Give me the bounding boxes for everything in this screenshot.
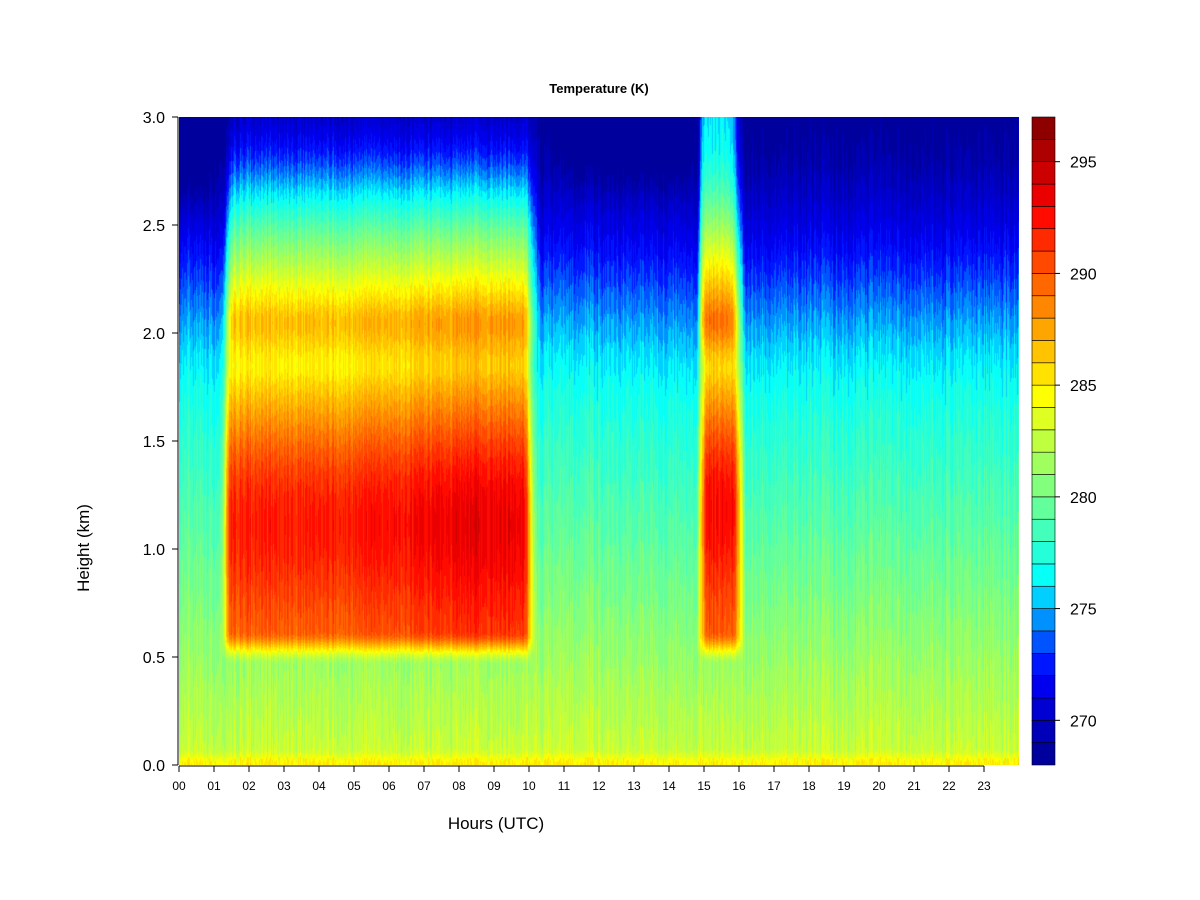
x-tick-label: 05 bbox=[347, 779, 361, 793]
colorbar-level bbox=[1031, 139, 1056, 162]
colorbar-level bbox=[1031, 429, 1056, 453]
colorbar-level bbox=[1031, 116, 1056, 140]
chart-title: Temperature (K) bbox=[549, 81, 648, 96]
y-tick-label: 3.0 bbox=[143, 110, 165, 127]
x-tick-label: 03 bbox=[277, 779, 291, 793]
colorbar-level bbox=[1031, 384, 1056, 408]
x-axis-label: Hours (UTC) bbox=[448, 814, 544, 833]
x-tick-label: 23 bbox=[977, 779, 991, 793]
colorbar-level bbox=[1031, 250, 1056, 274]
x-tick-label: 08 bbox=[452, 779, 466, 793]
colorbar-level bbox=[1031, 317, 1056, 341]
heatmap-image bbox=[179, 117, 1019, 765]
colorbar-level bbox=[1031, 474, 1056, 498]
y-tick-label: 0.0 bbox=[143, 758, 165, 775]
colorbar-level bbox=[1031, 496, 1056, 520]
colorbar-level bbox=[1031, 407, 1056, 431]
colorbar bbox=[1031, 116, 1056, 766]
x-tick-label: 22 bbox=[942, 779, 956, 793]
colorbar-level bbox=[1031, 206, 1056, 230]
colorbar-level bbox=[1031, 541, 1056, 565]
colorbar-tick-label: 280 bbox=[1070, 490, 1097, 507]
y-tick-label: 2.0 bbox=[143, 326, 165, 343]
y-tick-label: 0.5 bbox=[143, 650, 165, 667]
x-axis: 00 01 02 03 04 05 06 07 08 09 10 11 12 13 14 15 16 17 18 19… bbox=[172, 765, 991, 793]
x-tick-label: 20 bbox=[872, 779, 886, 793]
x-tick-label: 16 bbox=[732, 779, 746, 793]
x-tick-label: 09 bbox=[487, 779, 501, 793]
colorbar-tick-label: 270 bbox=[1070, 713, 1097, 730]
x-tick-label: 18 bbox=[802, 779, 816, 793]
x-tick-label: 12 bbox=[592, 779, 606, 793]
colorbar-level bbox=[1031, 585, 1056, 609]
colorbar-ticks: 270 275 280 285 290 295 bbox=[1055, 155, 1097, 730]
colorbar-tick-label: 275 bbox=[1070, 602, 1097, 619]
y-tick-label: 1.0 bbox=[143, 542, 165, 559]
colorbar-level bbox=[1031, 518, 1056, 542]
colorbar-level bbox=[1031, 228, 1056, 252]
x-tick-label: 00 bbox=[172, 779, 186, 793]
x-tick-label: 02 bbox=[242, 779, 256, 793]
colorbar-level bbox=[1031, 630, 1056, 654]
colorbar-level bbox=[1031, 742, 1056, 766]
x-tick-label: 11 bbox=[558, 779, 571, 793]
x-tick-label: 15 bbox=[697, 779, 711, 793]
colorbar-level bbox=[1031, 362, 1056, 386]
colorbar-level bbox=[1031, 720, 1056, 743]
y-axis: 0.0 0.5 1.0 1.5 2.0 2.5 3.0 bbox=[143, 110, 179, 775]
colorbar-tick-label: 295 bbox=[1070, 155, 1097, 172]
colorbar-level bbox=[1031, 451, 1056, 475]
colorbar-level bbox=[1031, 608, 1056, 632]
x-tick-label: 06 bbox=[382, 779, 396, 793]
colorbar-level bbox=[1031, 652, 1056, 676]
colorbar-level bbox=[1031, 183, 1056, 207]
x-tick-label: 19 bbox=[837, 779, 851, 793]
colorbar-level bbox=[1031, 295, 1056, 319]
x-tick-label: 10 bbox=[522, 779, 536, 793]
y-tick-label: 2.5 bbox=[143, 218, 165, 235]
x-tick-label: 01 bbox=[207, 779, 221, 793]
colorbar-level bbox=[1031, 161, 1056, 185]
x-tick-label: 21 bbox=[907, 779, 921, 793]
x-tick-label: 04 bbox=[312, 779, 326, 793]
colorbar-tick-label: 285 bbox=[1070, 378, 1097, 395]
x-tick-label: 17 bbox=[767, 779, 781, 793]
colorbar-tick-label: 290 bbox=[1070, 266, 1097, 283]
colorbar-level bbox=[1031, 697, 1056, 721]
y-tick-label: 1.5 bbox=[143, 434, 165, 451]
colorbar-level bbox=[1031, 675, 1056, 699]
y-axis-label: Height (km) bbox=[74, 504, 93, 592]
colorbar-level bbox=[1031, 340, 1056, 364]
colorbar-level bbox=[1031, 563, 1056, 587]
x-tick-label: 14 bbox=[662, 779, 676, 793]
x-tick-label: 13 bbox=[627, 779, 641, 793]
colorbar-level bbox=[1031, 273, 1056, 297]
x-tick-label: 07 bbox=[417, 779, 431, 793]
